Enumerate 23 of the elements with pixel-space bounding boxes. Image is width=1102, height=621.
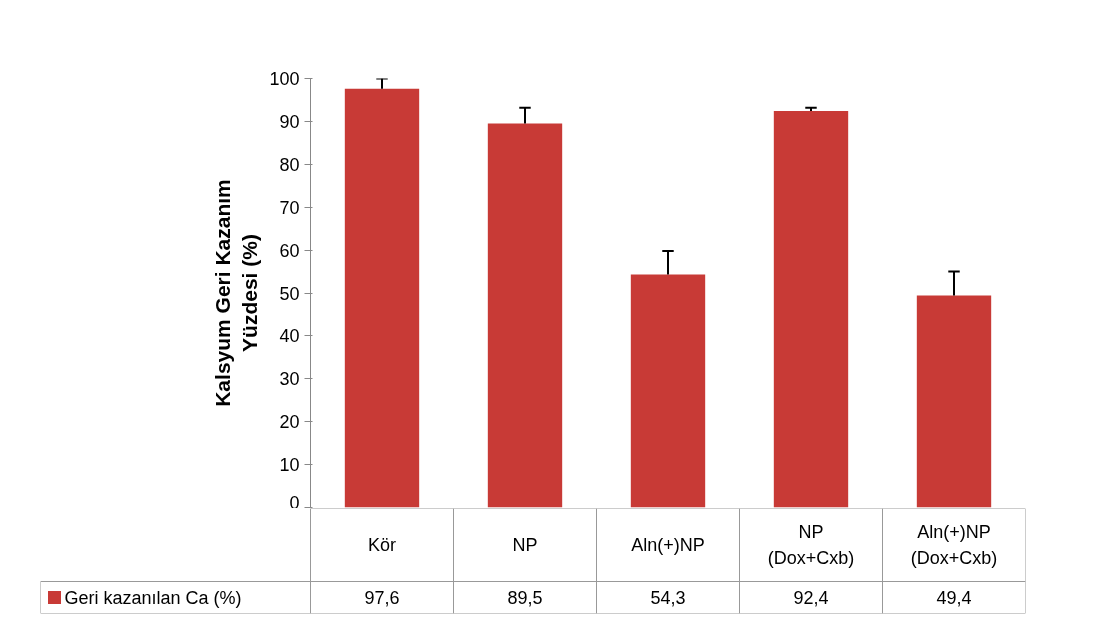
y-axis-title: Kalsyum Geri Kazanım Yüzdesi (%) xyxy=(210,179,262,407)
x-tick-label: NP (Dox+Cxb) xyxy=(767,522,855,568)
x-tick-label: NP xyxy=(512,535,538,555)
legend-label: Geri kazanılan Ca (%) xyxy=(64,587,242,608)
y-tick-label: 50 xyxy=(279,283,300,304)
x-tick-label: Aln(+)NP xyxy=(631,535,705,555)
y-tick-label: 60 xyxy=(279,240,300,261)
y-tick-label: 10 xyxy=(279,455,300,476)
y-tick-label: 90 xyxy=(279,111,300,132)
data-label: 54,3 xyxy=(650,588,686,608)
y-tick-label: 0 xyxy=(289,492,300,513)
data-label: 49,4 xyxy=(936,588,972,608)
data-label: 97,6 xyxy=(364,588,400,608)
y-tick-label: 30 xyxy=(279,369,300,390)
data-label: 92,4 xyxy=(793,588,829,608)
y-tick-label: 100 xyxy=(269,69,300,89)
data-label: 89,5 xyxy=(507,588,543,608)
y-tick-label: 80 xyxy=(279,154,300,175)
y-tick-label: 70 xyxy=(279,197,300,218)
y-tick-label: 20 xyxy=(279,412,300,433)
x-tick-label: Aln(+)NP (Dox+Cxb) xyxy=(910,522,998,568)
x-tick-label: Kör xyxy=(367,535,397,555)
y-tick-label: 40 xyxy=(279,326,300,347)
